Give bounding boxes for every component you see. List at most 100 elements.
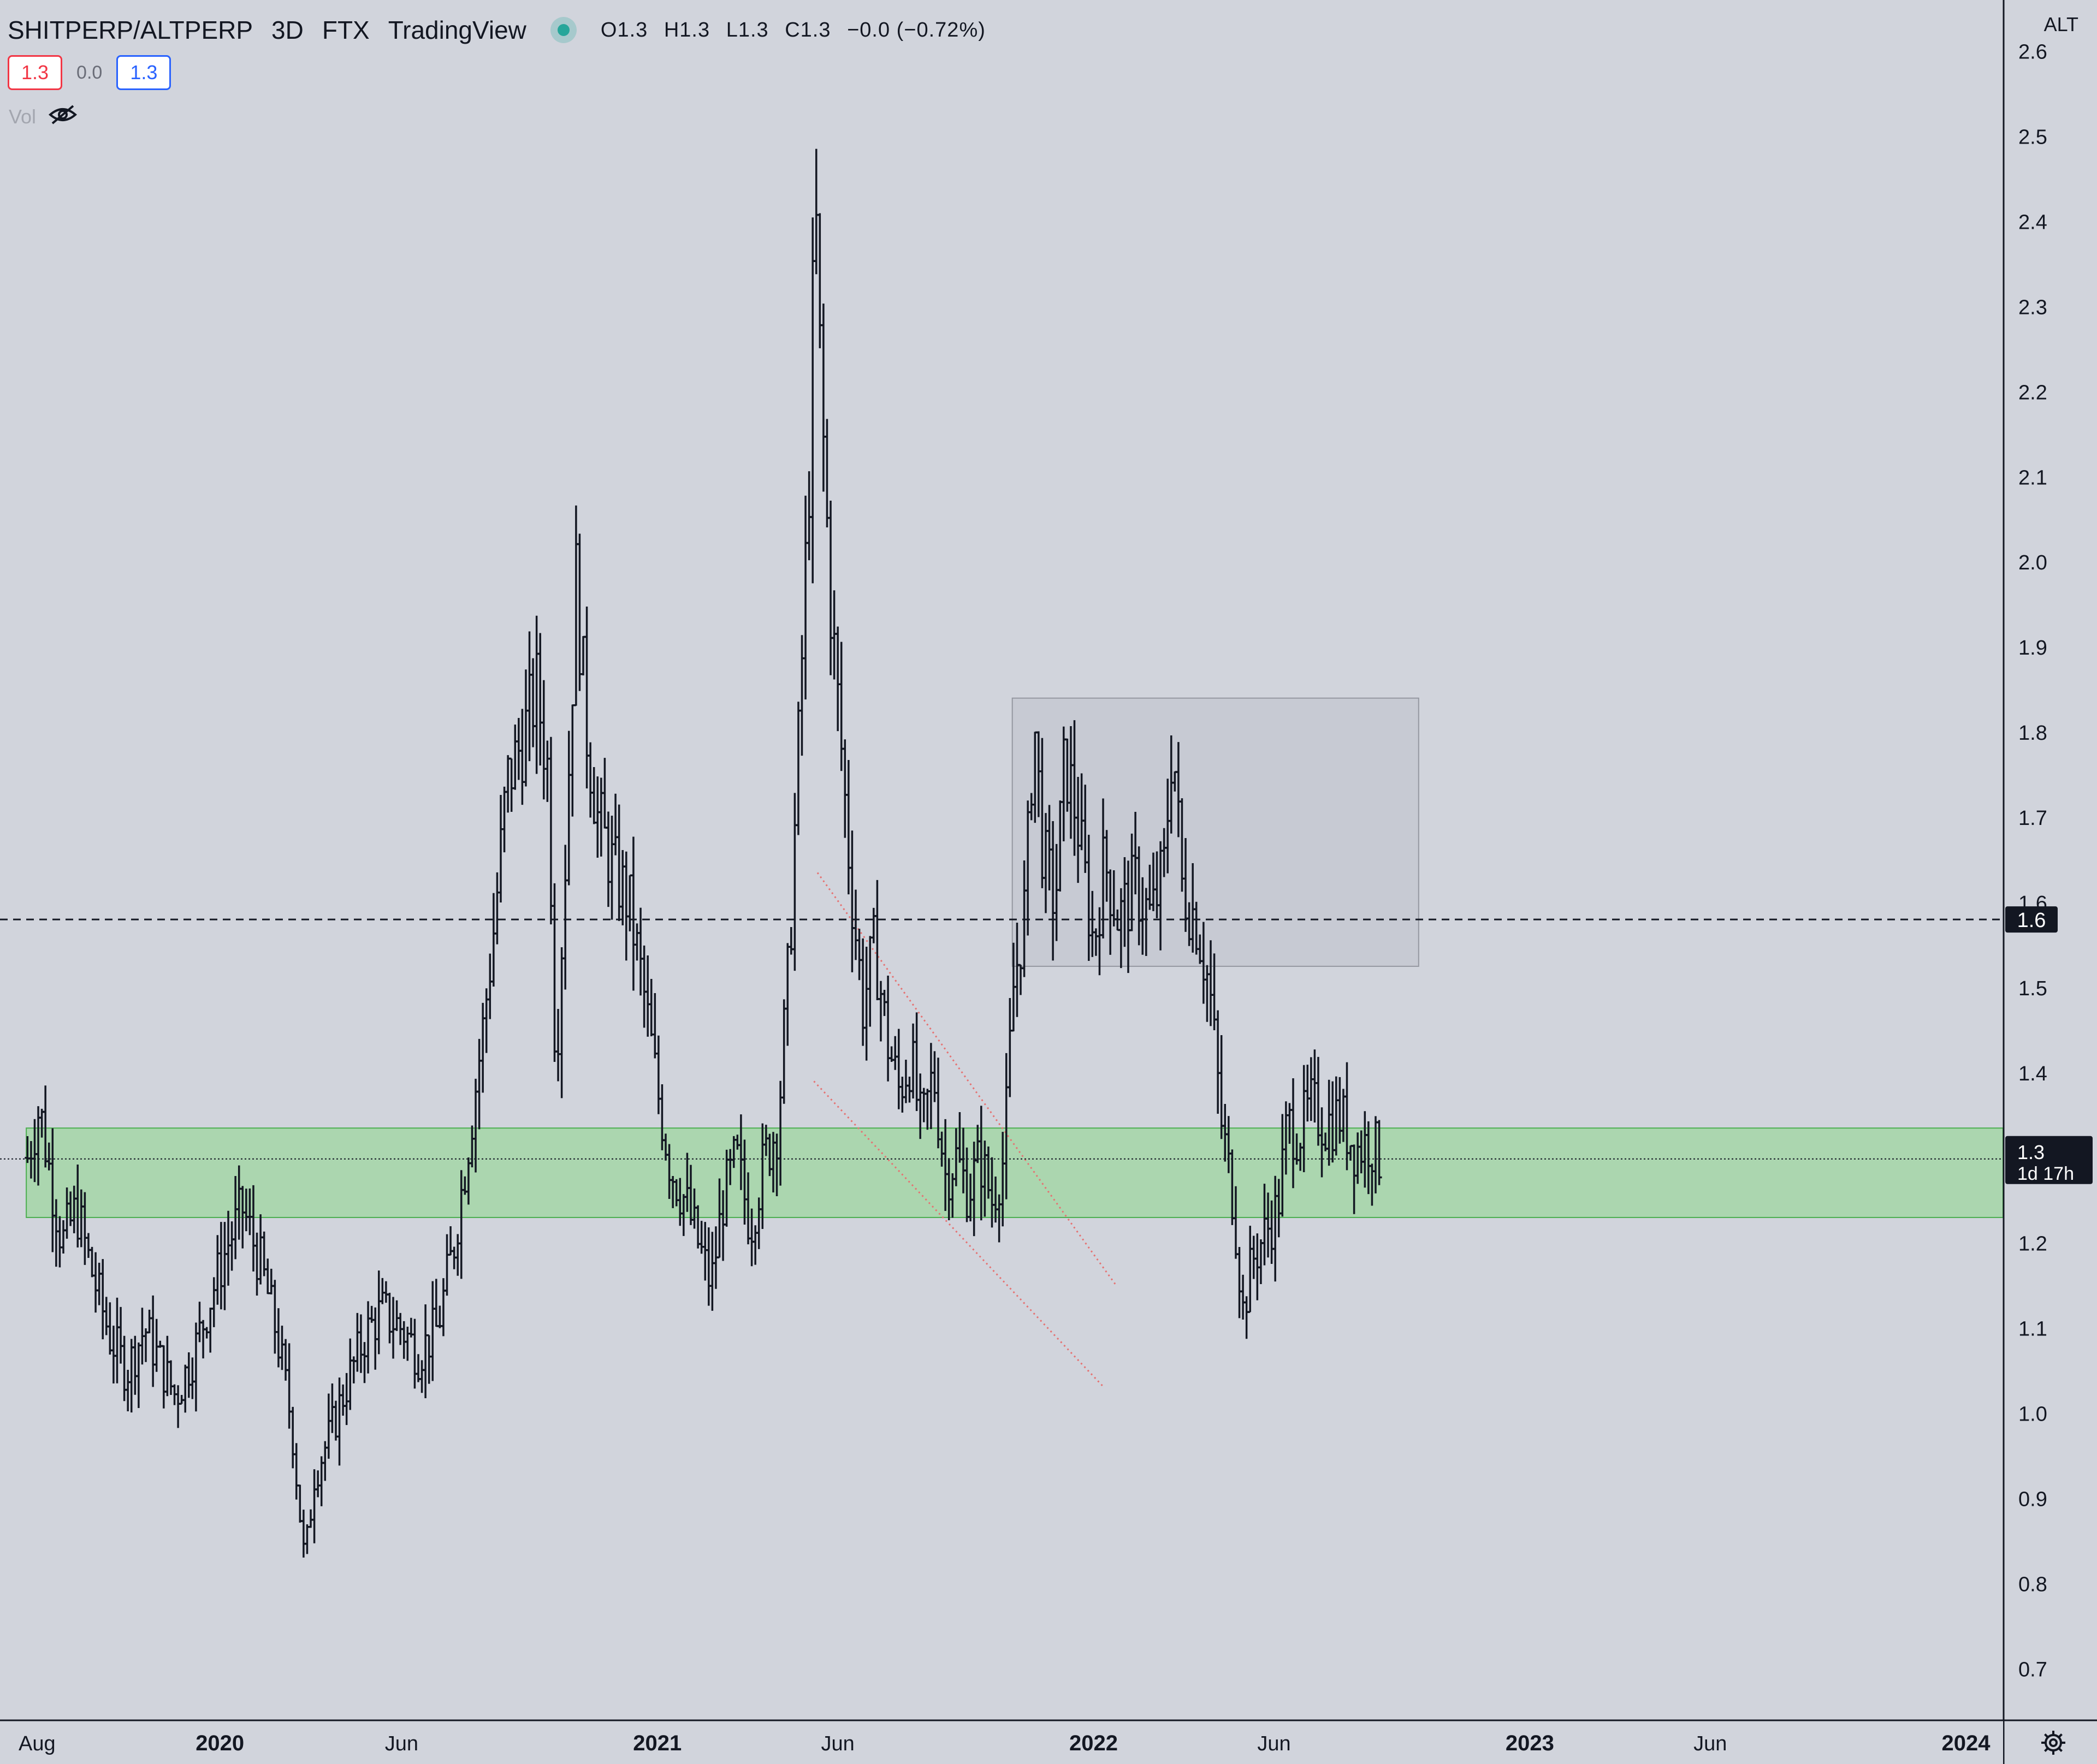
- ohlc-bar: [121, 1335, 127, 1401]
- ohlc-bar: [813, 149, 819, 275]
- y-tick-label: 1.7: [2018, 807, 2047, 830]
- ohlc-bar: [383, 1281, 389, 1303]
- ohlc-bar: [107, 1302, 113, 1355]
- x-tick-label: Aug: [19, 1732, 56, 1755]
- ohlc-bar: [405, 1326, 411, 1361]
- ohlc-bar: [548, 737, 554, 925]
- ohlc-bar: [928, 1043, 934, 1129]
- ohlc-bar: [566, 730, 572, 886]
- ohlc-bar: [1312, 1049, 1318, 1122]
- ohlc-bar: [505, 755, 511, 813]
- ohlc-bar: [297, 1484, 303, 1523]
- sell-button[interactable]: 1.3: [8, 55, 63, 90]
- y-tick-label: 2.2: [2018, 381, 2047, 404]
- ohlc-bar: [311, 1469, 317, 1543]
- ohlc-bar: [634, 923, 640, 961]
- ohlc-bar: [387, 1292, 393, 1344]
- ohlc-bar: [803, 495, 809, 700]
- symbol-legend: SHITPERP/ALTPERP 3D FTX TradingView O1.3…: [8, 12, 996, 48]
- ohlc-bar: [1240, 1274, 1246, 1320]
- ohlc-bar: [616, 804, 622, 921]
- ohlc-bar: [588, 742, 594, 818]
- gear-icon[interactable]: [2041, 1731, 2065, 1755]
- eye-off-icon[interactable]: [48, 104, 78, 130]
- ohlc-bar: [914, 1012, 920, 1111]
- x-tick-label: 2024: [1942, 1731, 1991, 1755]
- ohlc-bar: [605, 811, 611, 907]
- ohlc-bar: [146, 1309, 152, 1334]
- ohlc-bar: [620, 850, 626, 925]
- ohlc-bar: [910, 1023, 916, 1098]
- ohlc-change: −0.0 (−0.72%): [847, 18, 986, 41]
- ohlc-bar: [211, 1277, 217, 1327]
- ohlc-bar: [838, 642, 844, 771]
- x-tick-label: Jun: [1257, 1732, 1290, 1755]
- hline-price-tag: [2005, 906, 2058, 933]
- ohlc-values: O1.3 H1.3 L1.3 C1.3 −0.0 (−0.72%): [601, 19, 996, 42]
- ohlc-bar: [849, 830, 855, 972]
- ohlc-bar: [376, 1270, 382, 1355]
- ohlc-high: H1.3: [664, 18, 710, 41]
- ohlc-bar: [831, 590, 837, 680]
- ohlc-bar: [1308, 1057, 1314, 1121]
- ohlc-bar: [423, 1304, 429, 1398]
- ohlc-bar: [870, 907, 876, 943]
- y-tick-label: 2.6: [2018, 41, 2047, 64]
- ohlc-bar: [279, 1326, 285, 1370]
- y-tick-label: 2.5: [2018, 126, 2047, 149]
- ohlc-bar: [641, 945, 647, 1028]
- y-tick-label: 0.7: [2018, 1658, 2047, 1681]
- y-tick-label: 2.1: [2018, 466, 2047, 489]
- ohlc-bar: [164, 1335, 170, 1397]
- ohlc-bar: [645, 955, 651, 1037]
- timeframe-label[interactable]: 3D: [271, 16, 304, 44]
- ohlc-bar: [390, 1297, 396, 1359]
- ohlc-bar: [110, 1326, 116, 1383]
- ohlc-bar: [175, 1385, 181, 1428]
- ohlc-bar: [315, 1470, 321, 1498]
- ohlc-bar: [254, 1232, 260, 1296]
- ohlc-bar: [275, 1308, 281, 1368]
- ohlc-bar: [444, 1234, 450, 1296]
- ohlc-bar: [182, 1364, 188, 1413]
- ohlc-bar: [824, 419, 830, 527]
- ohlc-bar: [1251, 1236, 1257, 1279]
- ohlc-bar: [268, 1268, 274, 1294]
- ohlc-bar: [415, 1354, 421, 1382]
- y-tick-label: 1.8: [2018, 722, 2047, 745]
- ohlc-bar: [519, 709, 525, 805]
- symbol-name[interactable]: SHITPERP/ALTPERP: [8, 16, 253, 44]
- ohlc-bar: [907, 1077, 913, 1103]
- ohlc-bar: [706, 1227, 712, 1306]
- y-tick-label: 0.9: [2018, 1488, 2047, 1511]
- time-axis: [0, 1720, 2003, 1764]
- ohlc-bar: [627, 874, 633, 931]
- ohlc-bar: [584, 606, 590, 789]
- ohlc-bar: [57, 1216, 63, 1268]
- trend-line-2: [813, 1080, 1105, 1388]
- buy-sell-panel: 1.3 0.0 1.3: [8, 54, 171, 92]
- status-dot-icon: [550, 17, 577, 43]
- ohlc-bar: [483, 988, 489, 1053]
- ohlc-bar: [118, 1306, 124, 1364]
- ohlc-bar: [1305, 1065, 1311, 1122]
- ohlc-bar: [222, 1222, 228, 1310]
- ohlc-bar: [845, 760, 851, 895]
- ohlc-bar: [229, 1221, 235, 1271]
- price-axis: [2003, 0, 2097, 1764]
- ohlc-bar: [853, 889, 858, 960]
- y-tick-label: 1.2: [2018, 1233, 2047, 1256]
- ohlc-bar: [1376, 1120, 1382, 1185]
- volume-indicator[interactable]: Vol: [9, 102, 78, 132]
- ohlc-bar: [817, 213, 823, 348]
- ohlc-bar: [96, 1262, 102, 1305]
- ohlc-bar: [153, 1318, 159, 1372]
- ohlc-bar: [652, 993, 658, 1059]
- ohlc-bar: [340, 1384, 346, 1416]
- buy-button[interactable]: 1.3: [116, 55, 171, 90]
- ohlc-bar: [537, 633, 543, 766]
- ohlc-bar: [595, 776, 601, 858]
- ohlc-bar: [333, 1400, 339, 1441]
- ohlc-bar: [799, 635, 805, 756]
